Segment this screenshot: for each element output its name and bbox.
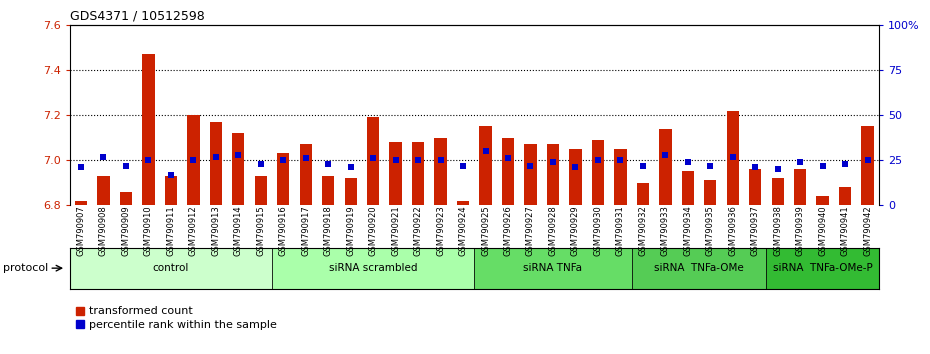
Text: GDS4371 / 10512598: GDS4371 / 10512598	[70, 9, 205, 22]
Bar	[299, 144, 312, 205]
Bar	[74, 201, 87, 205]
Bar	[861, 126, 874, 205]
Bar	[255, 176, 267, 205]
Text: GSM790937: GSM790937	[751, 205, 760, 256]
Text: GSM790926: GSM790926	[503, 205, 512, 256]
Text: GSM790934: GSM790934	[684, 205, 692, 256]
Text: GSM790917: GSM790917	[301, 205, 311, 256]
Text: GSM790939: GSM790939	[796, 205, 804, 256]
Text: control: control	[153, 263, 189, 273]
Bar	[412, 142, 424, 205]
Text: GSM790908: GSM790908	[99, 205, 108, 256]
Text: GSM790935: GSM790935	[706, 205, 715, 256]
Text: GSM790923: GSM790923	[436, 205, 445, 256]
Bar	[209, 122, 222, 205]
Text: siRNA scrambled: siRNA scrambled	[329, 263, 418, 273]
Text: GSM790916: GSM790916	[279, 205, 287, 256]
Text: siRNA TNFa: siRNA TNFa	[524, 263, 582, 273]
Text: GSM790940: GSM790940	[818, 205, 827, 256]
Text: siRNA  TNFa-OMe: siRNA TNFa-OMe	[654, 263, 744, 273]
Text: GSM790920: GSM790920	[368, 205, 378, 256]
Bar	[704, 181, 716, 205]
Bar	[277, 153, 289, 205]
Text: siRNA  TNFa-OMe-P: siRNA TNFa-OMe-P	[773, 263, 872, 273]
Bar	[232, 133, 245, 205]
Bar	[344, 178, 357, 205]
Bar	[187, 115, 200, 205]
Legend: transformed count, percentile rank within the sample: transformed count, percentile rank withi…	[75, 307, 276, 330]
Bar	[98, 176, 110, 205]
Bar	[70, 248, 272, 289]
Text: GSM790941: GSM790941	[841, 205, 850, 256]
Bar	[434, 138, 446, 205]
Text: GSM790914: GSM790914	[233, 205, 243, 256]
Text: GSM790919: GSM790919	[346, 205, 355, 256]
Text: GSM790924: GSM790924	[458, 205, 468, 256]
Bar	[120, 192, 132, 205]
Text: GSM790922: GSM790922	[414, 205, 422, 256]
Bar	[637, 183, 649, 205]
Text: GSM790911: GSM790911	[166, 205, 176, 256]
Text: GSM790938: GSM790938	[773, 205, 782, 256]
Bar	[591, 140, 604, 205]
Text: GSM790925: GSM790925	[481, 205, 490, 256]
Text: GSM790913: GSM790913	[211, 205, 220, 256]
Bar	[474, 248, 631, 289]
Bar	[726, 110, 739, 205]
Bar	[569, 149, 581, 205]
Text: protocol: protocol	[3, 263, 48, 273]
Bar	[165, 176, 177, 205]
Text: GSM790942: GSM790942	[863, 205, 872, 256]
Text: GSM790921: GSM790921	[392, 205, 400, 256]
Bar	[682, 171, 694, 205]
Bar	[322, 176, 335, 205]
Bar	[659, 129, 671, 205]
Text: GSM790915: GSM790915	[257, 205, 265, 256]
Bar	[631, 248, 766, 289]
Bar	[142, 54, 154, 205]
Bar	[390, 142, 402, 205]
Bar	[479, 126, 492, 205]
Bar	[457, 201, 470, 205]
Text: GSM790918: GSM790918	[324, 205, 333, 256]
Text: GSM790907: GSM790907	[76, 205, 86, 256]
Bar	[817, 196, 829, 205]
Bar	[749, 169, 762, 205]
Text: GSM790931: GSM790931	[616, 205, 625, 256]
Bar	[794, 169, 806, 205]
Bar	[502, 138, 514, 205]
Text: GSM790912: GSM790912	[189, 205, 198, 256]
Text: GSM790932: GSM790932	[638, 205, 647, 256]
Text: GSM790910: GSM790910	[144, 205, 153, 256]
Text: GSM790909: GSM790909	[122, 205, 130, 256]
Bar	[547, 144, 559, 205]
Text: GSM790927: GSM790927	[526, 205, 535, 256]
Text: GSM790928: GSM790928	[549, 205, 557, 256]
Bar	[772, 178, 784, 205]
Bar	[614, 149, 627, 205]
Bar	[839, 187, 851, 205]
Text: GSM790929: GSM790929	[571, 205, 580, 256]
Bar	[367, 117, 379, 205]
Bar	[766, 248, 879, 289]
Text: GSM790936: GSM790936	[728, 205, 737, 256]
Text: GSM790930: GSM790930	[593, 205, 603, 256]
Text: GSM790933: GSM790933	[661, 205, 670, 256]
Bar	[525, 144, 537, 205]
Bar	[272, 248, 474, 289]
